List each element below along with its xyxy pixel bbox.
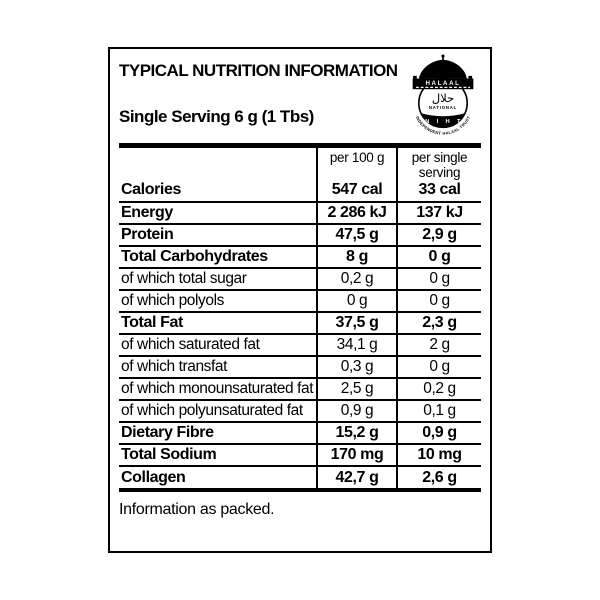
row-value-serving: 0 g (396, 290, 481, 313)
row-value-per100: 15,2 g (316, 422, 397, 445)
row-label: of which saturated fat (119, 334, 317, 357)
row-label: Total Sodium (119, 444, 317, 467)
row-value-per100: 547 cal (331, 181, 383, 198)
row-value-per100: 0,2 g (316, 268, 397, 291)
row-label: of which polyunsaturated fat (119, 400, 317, 423)
mosque-dome-icon (419, 54, 467, 79)
row-label: Protein (119, 224, 317, 247)
row-value-per100: 37,5 g (316, 312, 397, 335)
row-value-serving: 0 g (396, 246, 481, 269)
table-row: Protein 47,5 g 2,9 g (119, 224, 481, 247)
page-title: TYPICAL NUTRITION INFORMATION (119, 61, 398, 80)
row-label: Total Carbohydrates (119, 246, 317, 269)
table-row: Total Sodium 170 mg 10 mg (119, 444, 481, 467)
nutrition-table: Calories per 100 g 547 cal per single se… (119, 143, 481, 492)
row-label: Collagen (121, 468, 186, 486)
row-value-serving: 2,9 g (396, 224, 481, 247)
national-text: NATIONAL (429, 105, 457, 110)
row-label: of which transfat (119, 356, 317, 379)
row-value-serving: 0,1 g (396, 400, 481, 423)
row-value-serving: 0 g (396, 356, 481, 379)
row-value-serving: 2,6 g (396, 466, 481, 488)
row-value-per100: 0 g (316, 290, 397, 313)
row-value-serving: 10 mg (396, 444, 481, 467)
table-row: Calories per 100 g 547 cal per single se… (119, 148, 481, 203)
row-value-serving: 0,2 g (396, 378, 481, 401)
nutrition-label-panel: TYPICAL NUTRITION INFORMATION HALAAL حلا… (108, 47, 492, 553)
table-row: Total Fat 37,5 g 2,3 g (119, 312, 481, 335)
table-row: of which transfat 0,3 g 0 g (119, 356, 481, 379)
halaal-certification-logo: HALAAL حلال NATIONAL N I H T INDEPENDENT… (412, 54, 474, 136)
row-value-serving: 0 g (396, 268, 481, 291)
table-row: of which saturated fat 34,1 g 2 g (119, 334, 481, 357)
column-header-spacer (121, 148, 316, 151)
row-value-serving: 2,3 g (396, 312, 481, 335)
column-header-per-serving: per single serving (411, 150, 468, 180)
table-row: Dietary Fibre 15,2 g 0,9 g (119, 422, 481, 445)
row-value-serving: 137 kJ (396, 202, 481, 225)
row-label: of which polyols (119, 290, 317, 313)
footer-note: Information as packed. (119, 501, 275, 518)
row-value-per100: 2,5 g (316, 378, 397, 401)
table-row: Total Carbohydrates 8 g 0 g (119, 246, 481, 269)
banner-band (412, 78, 474, 90)
row-value-per100: 2 286 kJ (316, 202, 397, 225)
row-value-serving: 0,9 g (396, 422, 481, 445)
row-value-per100: 170 mg (316, 444, 397, 467)
column-header-per-100g: per 100 g (329, 150, 385, 165)
table-row: Energy 2 286 kJ 137 kJ (119, 202, 481, 225)
row-value-per100: 42,7 g (316, 466, 397, 488)
row-value-per100: 8 g (316, 246, 397, 269)
arabic-halal-text: حلال (432, 91, 454, 105)
table-row: of which polyunsaturated fat 0,9 g 0,1 g (119, 400, 481, 423)
table-row: of which monounsaturated fat 2,5 g 0,2 g (119, 378, 481, 401)
table-row: of which total sugar 0,2 g 0 g (119, 268, 481, 291)
row-value-serving: 33 cal (418, 181, 461, 198)
table-row: Collagen 42,7 g 2,6 g (119, 466, 481, 488)
row-label: Dietary Fibre (119, 422, 317, 445)
row-label: Total Fat (119, 312, 317, 335)
row-label: Energy (119, 202, 317, 225)
row-label: Calories (121, 181, 181, 198)
niht-text: N I H T (425, 119, 463, 125)
row-label: of which monounsaturated fat (119, 378, 317, 401)
banner-text: HALAAL (425, 80, 460, 87)
row-label: of which total sugar (119, 268, 317, 291)
row-value-per100: 34,1 g (316, 334, 397, 357)
row-value-per100: 47,5 g (316, 224, 397, 247)
row-value-serving: 2 g (396, 334, 481, 357)
serving-size-line: Single Serving 6 g (1 Tbs) (119, 107, 314, 126)
row-value-per100: 0,3 g (316, 356, 397, 379)
row-value-per100: 0,9 g (316, 400, 397, 423)
table-row: of which polyols 0 g 0 g (119, 290, 481, 313)
